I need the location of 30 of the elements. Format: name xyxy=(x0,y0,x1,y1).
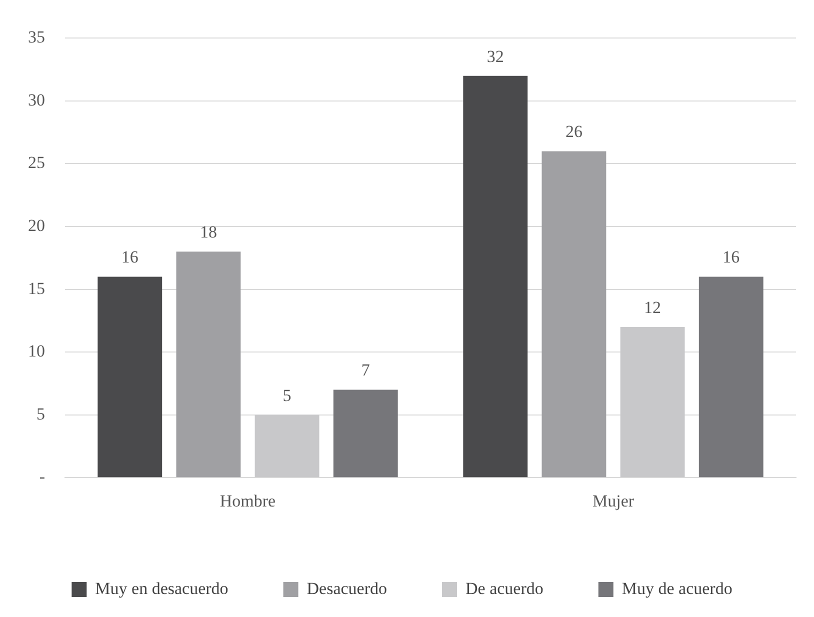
data-label: 16 xyxy=(722,248,740,267)
bar xyxy=(698,276,764,478)
x-tick-label: Hombre xyxy=(220,491,276,510)
bar xyxy=(463,76,528,478)
legend-label: Muy de acuerdo xyxy=(622,578,732,598)
y-tick-label: 10 xyxy=(28,342,45,361)
x-tick-label: Mujer xyxy=(592,491,634,510)
data-label: 12 xyxy=(644,298,662,317)
bar xyxy=(176,252,241,478)
bar xyxy=(333,390,398,478)
data-label: 16 xyxy=(121,248,138,267)
data-label: 5 xyxy=(282,386,292,405)
legend-label: Desacuerdo xyxy=(306,578,388,598)
y-tick-label: 5 xyxy=(36,404,45,424)
y-tick-label: 15 xyxy=(28,278,45,298)
data-label: 32 xyxy=(486,46,504,66)
data-label: 18 xyxy=(200,222,217,242)
bar xyxy=(542,151,606,478)
data-label: 7 xyxy=(361,360,370,380)
bar xyxy=(620,326,685,478)
y-tick-label: 35 xyxy=(28,28,45,47)
bar xyxy=(98,276,162,478)
legend-label: Muy en desacuerdo xyxy=(95,578,228,598)
y-tick-label: 30 xyxy=(28,90,45,110)
y-tick-label: 20 xyxy=(28,216,45,235)
y-tick-label: 25 xyxy=(28,153,45,172)
y-tick-label: - xyxy=(39,467,46,486)
legend-label: De acuerdo xyxy=(466,578,544,598)
bar xyxy=(254,414,320,478)
data-label: 26 xyxy=(565,122,582,142)
